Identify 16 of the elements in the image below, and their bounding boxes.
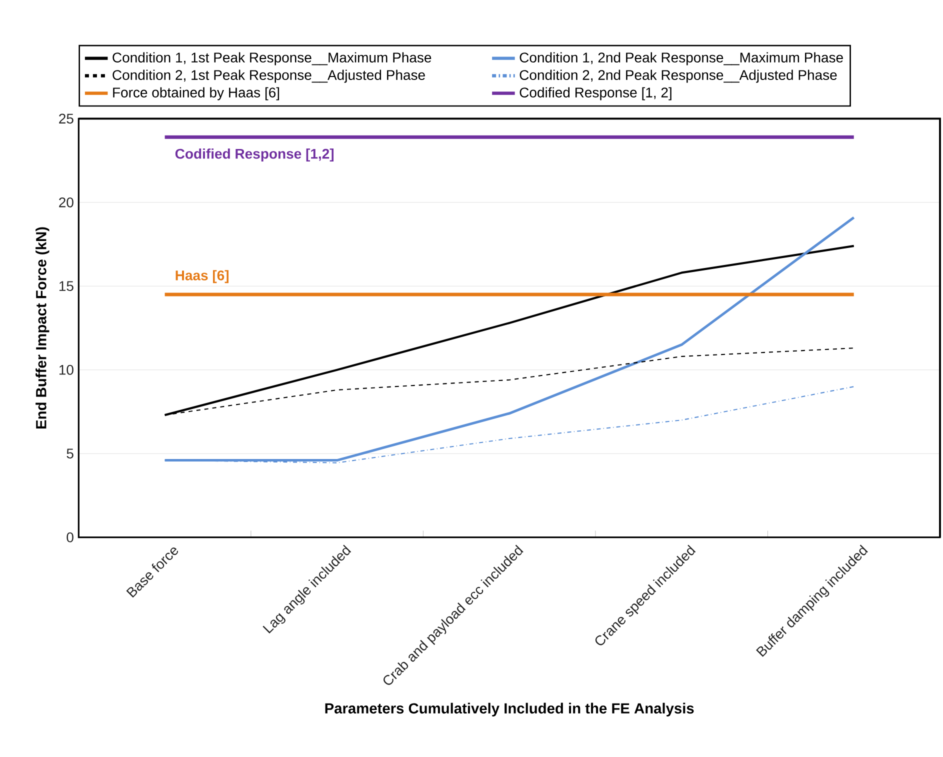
legend-label: Condition 1, 1st Peak Response__Maximum Phase	[112, 52, 432, 66]
legend-label: Force obtained by Haas [6]	[113, 87, 280, 100]
legend-label: Codified Response [1, 2]	[520, 87, 672, 100]
y-tick-label: 5	[66, 448, 74, 458]
y-tick-label: 20	[59, 197, 74, 208]
y-tick-label: 15	[59, 281, 74, 292]
y-tick-label: 10	[59, 364, 74, 375]
legend-label: Condition 2, 2nd Peak Response__Adjusted Phase	[520, 70, 837, 83]
annotation: Codified Response [1,2]	[175, 148, 334, 162]
y-tick-label: 0	[66, 532, 74, 542]
annotation: Haas [6]	[176, 270, 228, 284]
legend-label: Condition 2, 1st Peak Response__Adjusted Phase	[112, 70, 425, 83]
y-axis-title: End Buffer Impact Force (kN)	[36, 227, 50, 428]
y-tick-label: 25	[59, 114, 74, 124]
x-axis-title: Parameters Cumulatively Included in the FE Analysis	[325, 702, 694, 716]
legend-label: Condition 1, 2nd Peak Response__Maximum Phase	[520, 52, 843, 66]
